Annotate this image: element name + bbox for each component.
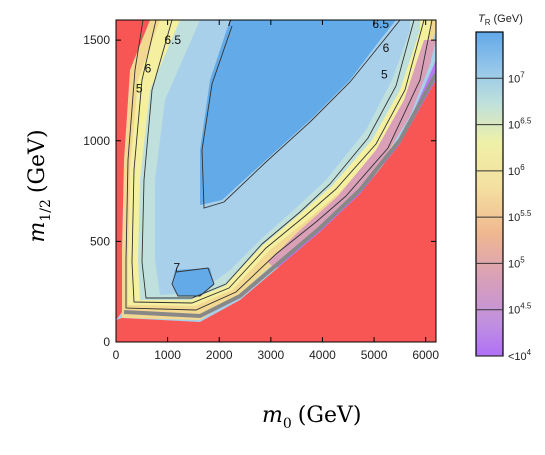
- x-tick-label: 4000: [309, 348, 336, 362]
- y-tick-label: 1000: [83, 134, 110, 148]
- x-tick-label: 0: [113, 348, 120, 362]
- y-axis-label: m1/2 (GeV): [25, 129, 54, 242]
- colorbar-tick-label: 104.5: [508, 302, 532, 317]
- contour-lines: [125, 20, 433, 311]
- plot-frame: [115, 19, 437, 343]
- region-blue: [200, 20, 396, 205]
- x-tick-label: 2000: [206, 348, 233, 362]
- contour-7-spot: [171, 267, 215, 297]
- colorbar-gradient: [475, 31, 504, 357]
- x-axis-label-main: m: [262, 403, 283, 428]
- excluded-bottom: [116, 80, 436, 342]
- region-pink: [268, 40, 436, 268]
- y-axis-label-sub: 1/2: [38, 199, 54, 222]
- contour-5: [125, 20, 433, 311]
- y-axis-label-main: m: [25, 222, 50, 243]
- x-axis: 0 1000 2000 3000 4000 5000 6000: [113, 20, 439, 362]
- colorbar-tick-label: 106.5: [508, 117, 532, 132]
- contour-6-5: [141, 20, 415, 299]
- contour-label: 5: [136, 81, 143, 95]
- boundary-band: [123, 73, 436, 319]
- colorbar-title: TR (GeV): [478, 13, 523, 27]
- contour-label: 5: [381, 67, 388, 81]
- x-tick-label: 5000: [361, 348, 388, 362]
- x-tick-label: 1000: [154, 348, 181, 362]
- colorbar-tick-label: 106: [508, 163, 525, 178]
- contour-label: 6: [145, 61, 152, 75]
- contour-label: 6.5: [372, 17, 389, 31]
- region-blue-spot: [172, 268, 214, 296]
- x-tick-label: 3000: [257, 348, 284, 362]
- y-tick-label: 0: [103, 335, 110, 349]
- y-tick-label: 1500: [83, 33, 110, 47]
- x-axis-label-sub: 0: [283, 416, 292, 432]
- contour-6: [131, 20, 425, 304]
- contour-label: 6: [383, 41, 390, 55]
- y-axis: 0 500 1000 1500: [83, 33, 436, 349]
- colorbar-tick-label: 105.5: [508, 209, 532, 224]
- contour-label: 6.5: [164, 33, 181, 47]
- colorbar-title-unit: (GeV): [494, 13, 523, 25]
- y-tick-label: 500: [90, 234, 110, 248]
- excluded-left: [116, 20, 150, 320]
- colorbar-ticks: 107 106.5 106 105.5 105 104.5 <104: [476, 70, 532, 363]
- colorbar: TR (GeV) 107 106.5 106 105.5 105 104.5 <104: [475, 13, 532, 363]
- colorbar-tick-label: 107: [508, 70, 525, 85]
- x-tick-label: 6000: [412, 348, 439, 362]
- contour-label: 7: [174, 261, 181, 275]
- x-axis-label-unit: (GeV): [298, 403, 362, 428]
- contour-label: 7: [226, 15, 233, 29]
- colorbar-title-main: T: [478, 13, 486, 25]
- y-axis-label-unit: (GeV): [25, 129, 50, 193]
- colorbar-tick-label: 105: [508, 255, 525, 270]
- colorbar-title-sub: R: [485, 18, 491, 27]
- contour-7: [201, 20, 401, 209]
- x-axis-label: m0 (GeV): [262, 403, 361, 432]
- colorbar-tick-label: <104: [508, 348, 532, 363]
